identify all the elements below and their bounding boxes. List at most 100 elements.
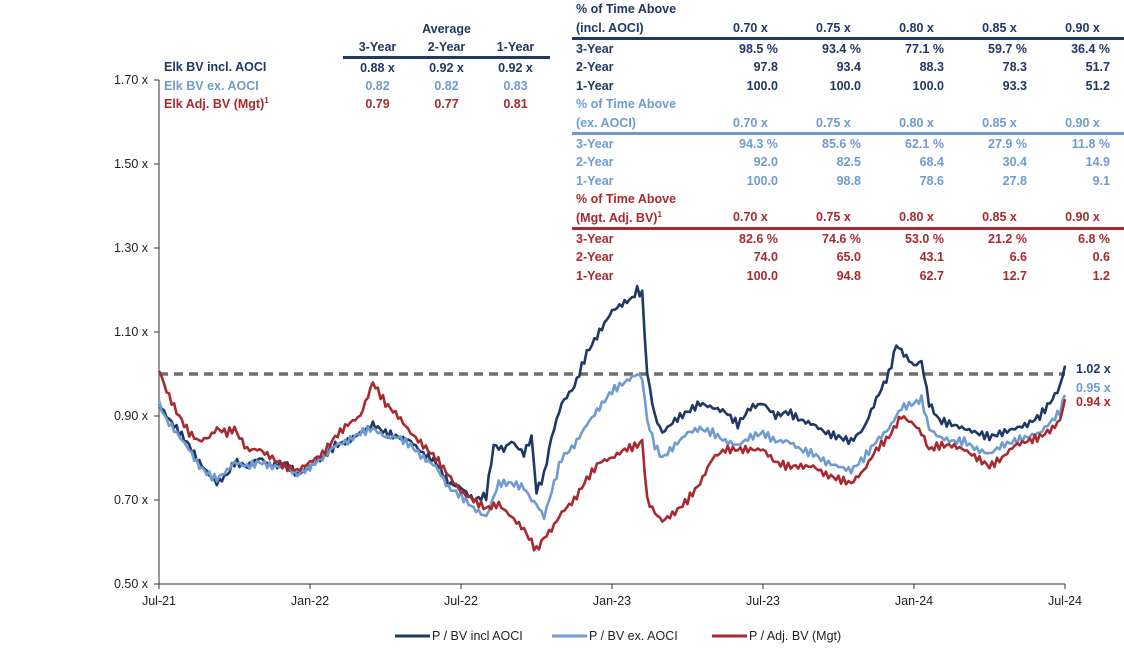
pct-value: 100.0 <box>746 268 778 283</box>
footnote-marker: 1 <box>264 96 269 106</box>
pct-row: 2-Year 92.0 82.5 68.4 30.4 14.9 <box>572 153 1124 171</box>
series-group <box>157 284 1067 552</box>
average-title-row: Average <box>160 20 550 38</box>
y-tick-label: 1.30 x <box>114 241 149 255</box>
pct-row-label: 1-Year <box>576 173 614 188</box>
pct-value: 0.6 <box>1092 250 1110 265</box>
pct-row: 2-Year 74.0 65.0 43.1 6.6 0.6 <box>572 248 1124 266</box>
end-labels-group: 1.02 x 0.95 x0.94 x <box>1076 362 1111 409</box>
pct-value: 93.4 % <box>822 41 861 56</box>
threshold-label: 0.90 x <box>1040 113 1124 135</box>
pct-value: 100.0 <box>746 173 778 188</box>
end-value-label: 0.94 x <box>1076 395 1111 409</box>
pct-title-row: % of Time Above <box>572 95 1124 113</box>
pct-value: 11.8 % <box>1071 136 1110 151</box>
end-value-label: 0.95 x <box>1076 381 1111 395</box>
average-row-label: Elk Adj. BV (Mgt) <box>164 97 265 112</box>
pct-value: 51.7 <box>1085 60 1110 75</box>
pct-value: 85.6 % <box>822 136 861 151</box>
pct-row-label: 1-Year <box>576 268 614 283</box>
threshold-label: 0.80 x <box>874 113 958 135</box>
pct-value: 100.0 <box>829 78 861 93</box>
legend-label: P / Adj. BV (Mgt) <box>749 629 841 643</box>
pct-value: 94.3 % <box>739 136 778 151</box>
average-row-incl-aoci: Elk BV incl. AOCI 0.88 x 0.92 x 0.92 x <box>160 58 550 78</box>
pct-value: 94.8 <box>836 268 861 283</box>
pct-value: 68.4 <box>919 155 944 170</box>
pct-subtitle: (incl. AOCI) <box>576 21 644 36</box>
threshold-label: 0.80 x <box>874 208 958 230</box>
pct-row: 3-Year 82.6 % 74.6 % 53.0 % 21.2 % 6.8 % <box>572 228 1124 248</box>
threshold-label: 0.85 x <box>957 208 1041 230</box>
pct-value: 21.2 % <box>988 231 1027 246</box>
x-tick-label: Jul-24 <box>1048 594 1082 608</box>
pct-row: 3-Year 98.5 % 93.4 % 77.1 % 59.7 % 36.4 … <box>572 38 1124 58</box>
pct-row: 2-Year 97.8 93.4 88.3 78.3 51.7 <box>572 58 1124 76</box>
threshold-label: 0.75 x <box>791 113 875 135</box>
pct-value: 92.0 <box>753 155 778 170</box>
pct-row-label: 3-Year <box>576 136 614 151</box>
pct-row-label: 3-Year <box>576 231 614 246</box>
pct-value: 51.2 <box>1085 78 1110 93</box>
pct-row-label: 3-Year <box>576 41 614 56</box>
pct-value: 53.0 % <box>905 231 944 246</box>
pct-value: 77.1 % <box>905 41 944 56</box>
series-line-1 <box>157 373 1067 521</box>
pct-value: 27.9 % <box>988 136 1027 151</box>
average-periods-row: 3-Year 2-Year 1-Year <box>160 38 550 59</box>
threshold-label: 0.70 x <box>708 18 792 40</box>
average-table: Average 3-Year 2-Year 1-Year Elk BV incl… <box>160 20 550 113</box>
average-value: 0.81 <box>503 97 528 111</box>
threshold-label: 0.70 x <box>708 208 792 230</box>
pct-value: 82.5 <box>836 155 861 170</box>
pct-row: 1-Year 100.0 100.0 100.0 93.3 51.2 <box>572 77 1124 95</box>
pct-row-label: 2-Year <box>576 155 614 170</box>
average-value: 0.82 <box>434 79 459 93</box>
pct-row: 1-Year 100.0 98.8 78.6 27.8 9.1 <box>572 172 1124 190</box>
pct-row-label: 2-Year <box>576 60 614 75</box>
pct-value: 97.8 <box>753 60 778 75</box>
y-tick-label: 1.70 x <box>114 73 149 87</box>
pct-subtitle: (Mgt. Adj. BV) <box>576 211 658 226</box>
pct-subtitle: (ex. AOCI) <box>576 116 636 131</box>
pct-value: 74.0 <box>753 250 778 265</box>
y-tick-label: 0.70 x <box>114 493 149 507</box>
pct-value: 9.1 <box>1092 173 1110 188</box>
threshold-label: 0.70 x <box>708 113 792 135</box>
pct-value: 1.2 <box>1092 268 1110 283</box>
average-period-label: 1-Year <box>481 38 550 59</box>
x-tick-label: Jan-23 <box>593 594 631 608</box>
footnote-marker: 1 <box>657 209 662 219</box>
pct-row-label: 1-Year <box>576 78 614 93</box>
average-row-label: Elk BV incl. AOCI <box>164 60 267 75</box>
pct-value: 93.3 <box>1002 78 1027 93</box>
pct-value: 6.6 <box>1009 250 1027 265</box>
end-value-label: 1.02 x <box>1076 362 1111 376</box>
pct-value: 98.8 <box>836 173 861 188</box>
average-value: 0.88 x <box>360 61 395 75</box>
pct-header-row: (Mgt. Adj. BV)1 0.70 x 0.75 x 0.80 x 0.8… <box>572 208 1124 230</box>
threshold-label: 0.85 x <box>957 18 1041 40</box>
legend-label: P / BV ex. AOCI <box>589 629 678 643</box>
average-row-ex-aoci: Elk BV ex. AOCI 0.82 0.82 0.83 <box>160 77 550 95</box>
threshold-label: 0.90 x <box>1040 208 1124 230</box>
y-tick-label: 0.50 x <box>114 577 149 591</box>
pct-value: 30.4 <box>1002 155 1027 170</box>
threshold-label: 0.90 x <box>1040 18 1124 40</box>
pct-title: % of Time Above <box>576 2 677 17</box>
average-row-adj-bv: Elk Adj. BV (Mgt)1 0.79 0.77 0.81 <box>160 95 550 113</box>
average-value: 0.92 x <box>498 61 533 75</box>
average-value: 0.79 <box>365 97 390 111</box>
pct-value: 14.9 <box>1085 155 1110 170</box>
pct-value: 82.6 % <box>739 231 778 246</box>
pct-title-row: % of Time Above <box>572 0 1124 18</box>
pct-title: % of Time Above <box>576 97 677 112</box>
pct-value: 12.7 <box>1002 268 1027 283</box>
average-value: 0.92 x <box>429 61 464 75</box>
pct-value: 78.3 <box>1002 60 1027 75</box>
threshold-label: 0.75 x <box>791 208 875 230</box>
average-period-label: 3-Year <box>343 38 412 59</box>
pct-title: % of Time Above <box>576 192 677 207</box>
x-tick-label: Jul-23 <box>746 594 780 608</box>
